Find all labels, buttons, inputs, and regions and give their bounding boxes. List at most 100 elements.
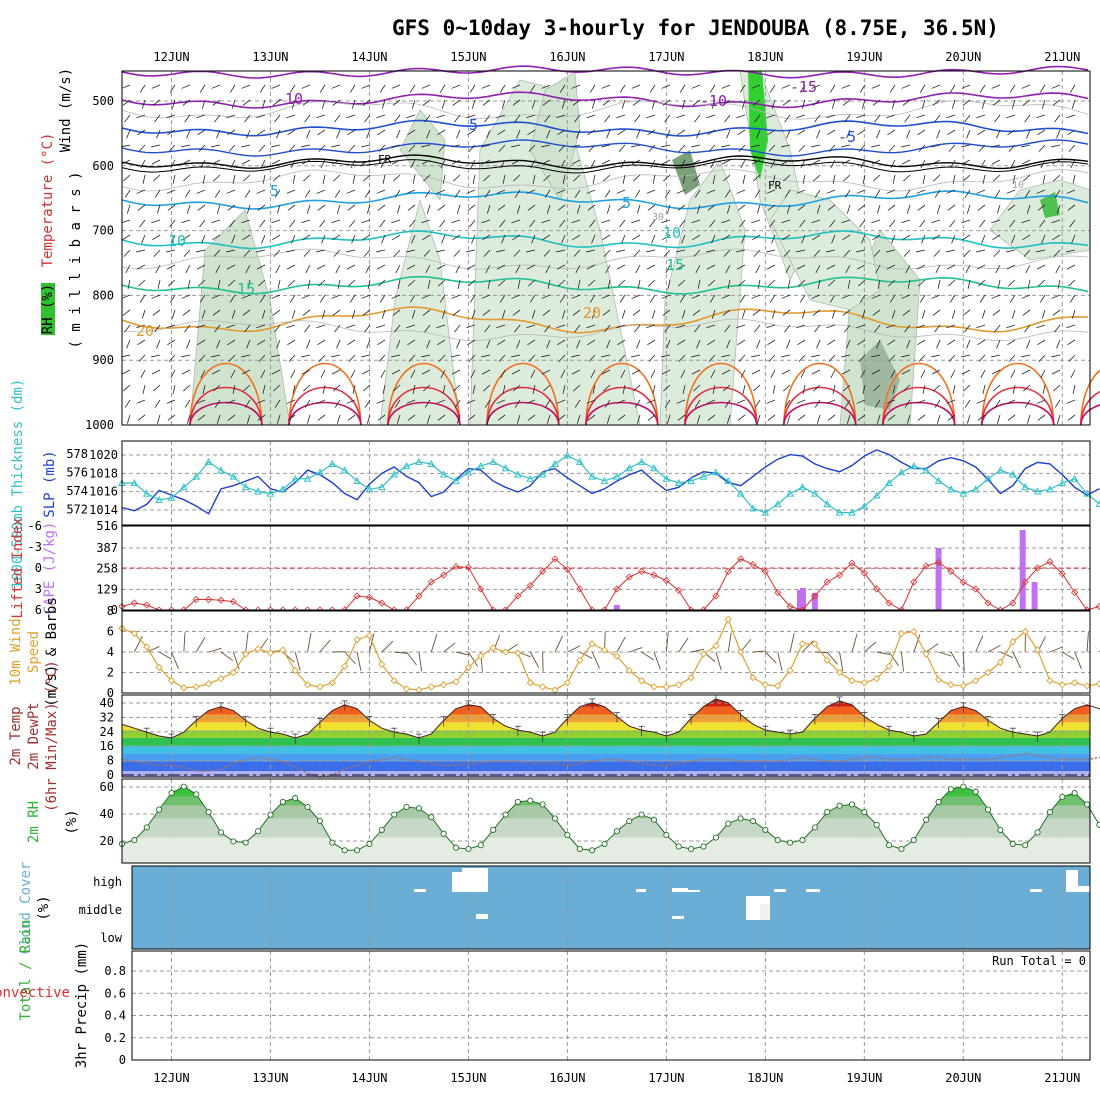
- upper-wind-barb: [380, 159, 386, 169]
- upper-wind-barb: [170, 369, 176, 379]
- upper-wind-barb: [126, 414, 131, 424]
- upper-wind-barb: [451, 219, 461, 224]
- upper-wind-barb: [408, 279, 416, 287]
- upper-wind-barb: [934, 324, 941, 333]
- lifted-index-marker: [353, 592, 361, 600]
- upper-wind-barb: [931, 294, 941, 299]
- upper-wind-barb: [922, 174, 926, 184]
- upper-wind-barb: [197, 339, 206, 346]
- upper-wind-barb: [634, 114, 641, 123]
- upper-wind-barb: [332, 234, 341, 241]
- upper-wind-barb: [154, 114, 161, 123]
- upper-wind-barb: [888, 144, 896, 152]
- upper-wind-barb: [481, 84, 491, 89]
- upper-wind-barb: [511, 294, 521, 299]
- upper-wind-barb: [816, 129, 821, 139]
- upper-wind-barb: [304, 399, 311, 408]
- upper-wind-barb: [273, 384, 281, 392]
- upper-wind-barb: [816, 414, 821, 424]
- upper-wind-barb: [616, 324, 626, 329]
- upper-wind-barb: [662, 309, 671, 316]
- wind-barb: [158, 651, 172, 660]
- upper-wind-barb: [903, 384, 911, 392]
- upper-wind-barb: [901, 219, 911, 224]
- wind-barb: [208, 647, 222, 653]
- thickness-marker: [291, 474, 300, 482]
- upper-wind-barb: [811, 369, 821, 375]
- upper-wind-barb: [632, 99, 641, 106]
- lifted-index-marker: [1046, 558, 1054, 566]
- lifted-index-tick: 3: [35, 582, 42, 596]
- upper-wind-barb: [467, 204, 476, 211]
- wind-speed-marker: [625, 666, 633, 675]
- upper-wind-barb: [153, 249, 161, 257]
- upper-wind-barb: [767, 129, 776, 136]
- upper-wind-barb: [666, 339, 671, 349]
- wind-barb: [356, 651, 362, 672]
- thickness-tick: 576: [66, 466, 88, 480]
- upper-wind-barb: [1072, 384, 1076, 394]
- thickness-marker: [811, 489, 819, 497]
- upper-wind-barb: [992, 309, 1001, 316]
- upper-wind-barb: [260, 159, 266, 169]
- y-tick-label: 0.8: [104, 964, 126, 978]
- upper-wind-barb: [201, 309, 206, 319]
- upper-wind-barb: [856, 399, 866, 404]
- wind-speed-marker: [798, 640, 807, 648]
- upper-wind-barb: [136, 324, 146, 329]
- upper-wind-barb: [558, 354, 566, 362]
- upper-wind-barb: [347, 339, 356, 346]
- upper-wind-barb: [631, 219, 641, 224]
- wind-speed-marker: [860, 679, 868, 687]
- upper-wind-barb: [751, 159, 761, 165]
- y-tick-label: 1014: [89, 503, 118, 517]
- upper-wind-barb: [442, 174, 446, 184]
- upper-wind-barb: [1041, 309, 1046, 319]
- upper-wind-barb: [976, 264, 986, 270]
- upper-wind-barb: [200, 159, 206, 169]
- upper-wind-barb: [934, 114, 941, 123]
- upper-wind-barb: [676, 114, 686, 119]
- upper-wind-barb: [781, 219, 791, 224]
- thickness-marker: [563, 451, 572, 459]
- upper-wind-barb: [693, 249, 701, 257]
- upper-wind-barb: [243, 174, 251, 182]
- upper-wind-barb: [993, 249, 1001, 257]
- upper-wind-barb: [620, 369, 626, 379]
- rh-marker: [824, 809, 831, 816]
- precip-ylabel-3: 3hr Precip (mm): [74, 942, 90, 1068]
- upper-wind-barb: [921, 234, 926, 244]
- upper-wind-barb: [196, 264, 206, 270]
- rh-marker: [910, 837, 917, 844]
- rh-marker: [230, 838, 237, 845]
- upper-wind-barb: [376, 264, 386, 270]
- upper-wind-barb: [483, 249, 491, 257]
- upper-wind-barb: [261, 99, 266, 109]
- upper-wind-barb: [348, 144, 356, 152]
- upper-wind-barb: [872, 309, 881, 316]
- upper-wind-barb: [544, 189, 551, 198]
- upper-wind-barb: [246, 414, 251, 424]
- wind-speed-marker: [130, 629, 139, 638]
- upper-wind-barb: [440, 159, 446, 169]
- rh-marker: [403, 803, 410, 811]
- lifted-index-marker: [217, 596, 225, 604]
- upper-wind-barb: [455, 264, 461, 274]
- thickness-marker: [353, 476, 361, 484]
- upper-wind-barb: [1056, 129, 1061, 139]
- cape-bar: [799, 588, 806, 610]
- upper-wind-barb: [979, 219, 986, 228]
- upper-wind-barb: [1041, 99, 1046, 109]
- upper-wind-barb: [816, 204, 821, 214]
- upper-wind-barb: [757, 279, 761, 289]
- upper-wind-barb: [212, 99, 221, 106]
- upper-wind-barb: [631, 354, 641, 358]
- rh-marker: [836, 802, 843, 809]
- upper-wind-barb: [811, 354, 821, 358]
- upper-wind-barb: [708, 144, 716, 152]
- upper-wind-barb: [966, 129, 971, 139]
- wind-speed-marker: [712, 642, 720, 650]
- upper-wind-barb: [786, 414, 791, 424]
- y-tick-label: 1016: [89, 485, 118, 499]
